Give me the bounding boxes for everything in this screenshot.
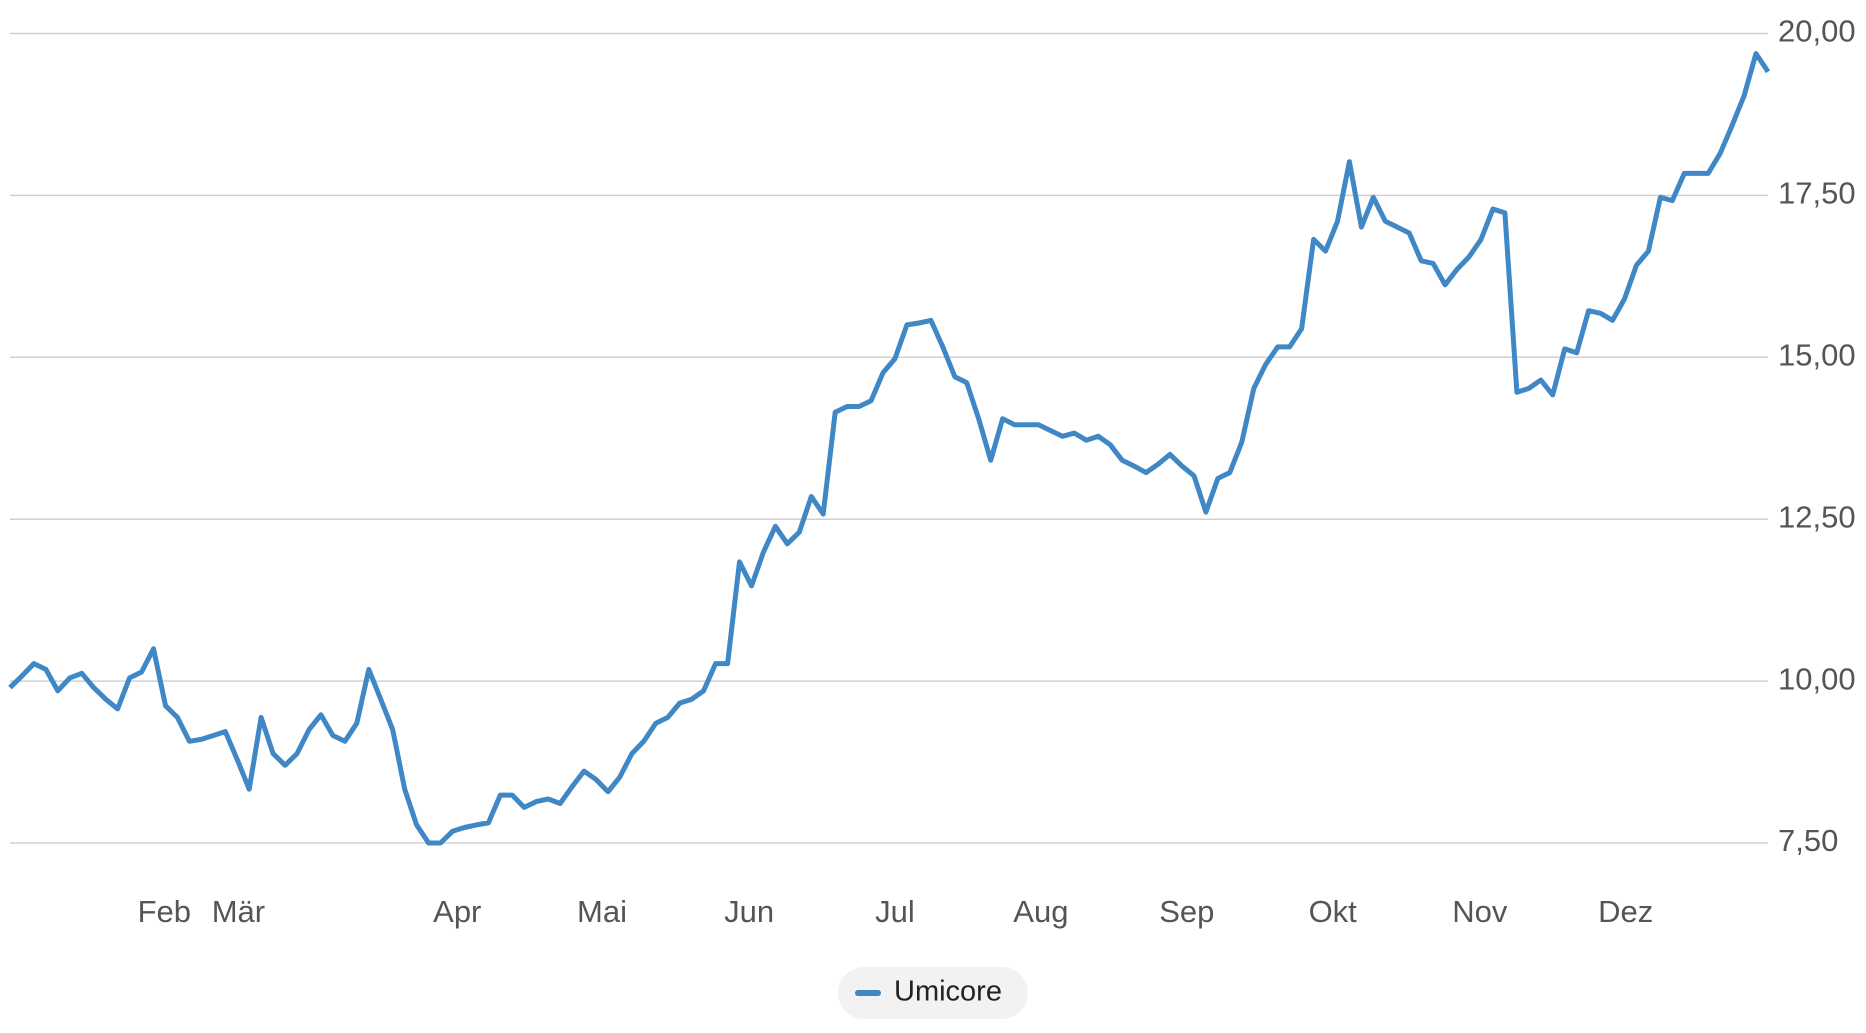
series-line	[8, 51, 1771, 846]
y-tick-label: 17,50	[1778, 176, 1856, 211]
x-tick-label: Mai	[577, 894, 627, 929]
x-tick-label: Jun	[724, 894, 774, 929]
x-tick-label: Jul	[875, 894, 915, 929]
legend-label: Umicore	[894, 976, 1002, 1008]
x-tick-label: Apr	[433, 894, 481, 929]
legend-pill	[838, 967, 1028, 1019]
y-tick-label: 20,00	[1778, 14, 1856, 49]
x-tick-label: Aug	[1013, 894, 1068, 929]
legend[interactable]: Umicore	[838, 967, 1028, 1019]
x-tick-label: Nov	[1452, 894, 1508, 929]
x-tick-label: Feb	[138, 894, 191, 929]
x-tick-label: Okt	[1309, 894, 1358, 929]
x-tick-label: Mär	[212, 894, 265, 929]
y-tick-label: 10,00	[1778, 661, 1856, 696]
x-tick-label: Dez	[1598, 894, 1653, 929]
y-tick-label: 12,50	[1778, 499, 1856, 534]
x-tick-label: Sep	[1159, 894, 1214, 929]
y-tick-label: 15,00	[1778, 337, 1856, 372]
y-tick-label: 7,50	[1778, 823, 1838, 858]
